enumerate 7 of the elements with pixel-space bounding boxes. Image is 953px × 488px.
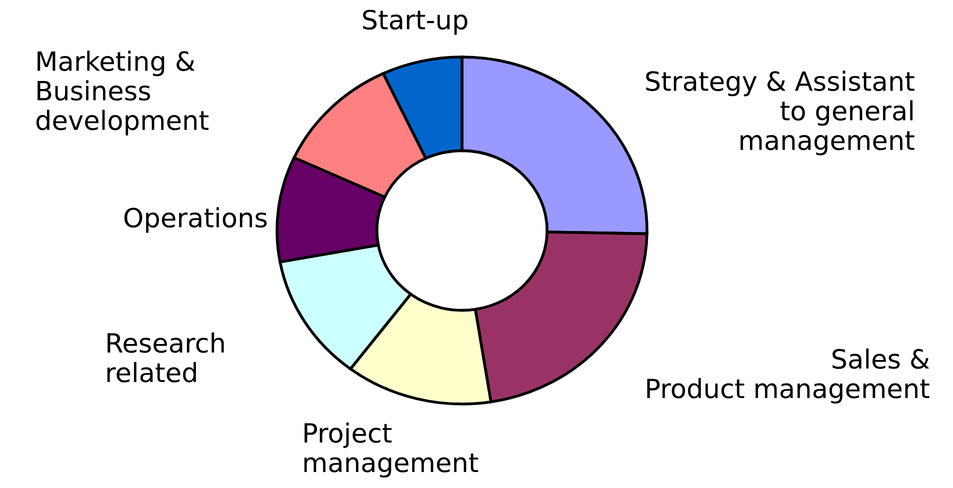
slice-label: Marketing & Business development: [36, 50, 208, 136]
slice-label: Operations: [124, 207, 267, 233]
slice-label: Strategy & Assistant to general management: [646, 70, 914, 156]
slice-label: Project management: [304, 422, 478, 478]
slice-label: Sales & Product management: [647, 348, 930, 404]
slice-label: Start-up: [363, 10, 468, 35]
slice-label: Research related: [107, 332, 224, 382]
